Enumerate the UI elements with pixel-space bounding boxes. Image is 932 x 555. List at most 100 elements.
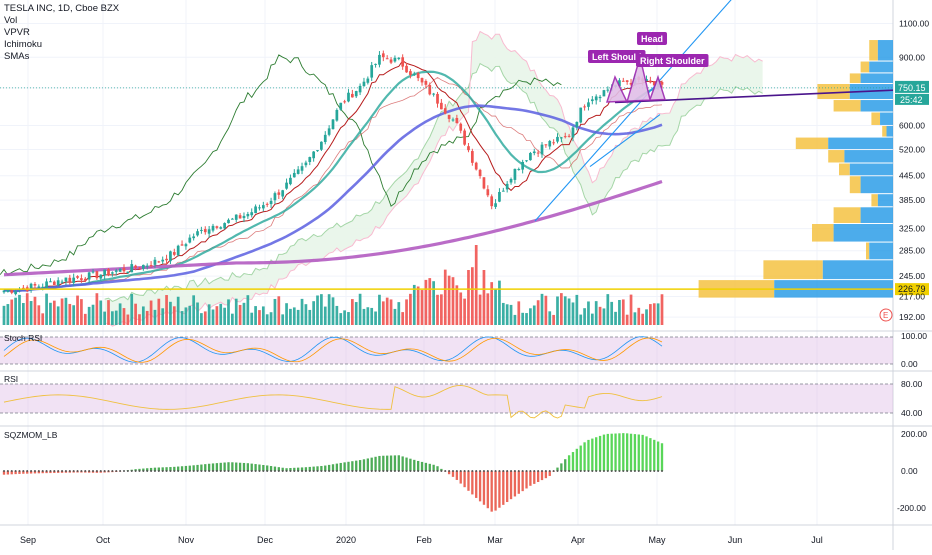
volume-bar-33 — [130, 294, 133, 325]
trend-channel-line — [535, 0, 735, 221]
vpvr-bar-down-7 — [828, 138, 893, 149]
squeeze-dot-16 — [65, 470, 67, 472]
squeeze-dot-68 — [266, 470, 268, 472]
squeeze-dot-72 — [282, 470, 284, 472]
squeeze-dot-38 — [150, 470, 152, 472]
indicator-vol[interactable]: Vol — [4, 15, 119, 27]
squeeze-bar-53 — [208, 464, 210, 471]
chart-legend: TESLA INC, 1D, Cboe BZX Vol VPVR Ichimok… — [4, 3, 119, 63]
indicator-ichimoku[interactable]: Ichimoku — [4, 39, 119, 51]
squeeze-bar-58 — [227, 462, 229, 471]
squeeze-dot-152 — [591, 470, 593, 472]
volume-bar-66 — [258, 310, 261, 325]
squeeze-bar-101 — [394, 455, 396, 471]
squeeze-dot-23 — [92, 470, 94, 472]
vpvr-bar-up-7 — [796, 138, 828, 149]
squeeze-bar-108 — [421, 462, 423, 471]
candle-body-15 — [61, 282, 64, 283]
squeeze-dot-107 — [417, 470, 419, 472]
squeeze-dot-84 — [328, 470, 330, 472]
indicator-vpvr[interactable]: VPVR — [4, 27, 119, 39]
candle-body-17 — [68, 278, 71, 282]
candle-body-155 — [603, 90, 606, 96]
squeeze-bar-159 — [618, 433, 620, 471]
squeeze-bar-162 — [630, 434, 632, 471]
volume-bar-55 — [216, 306, 219, 325]
indicator-smas[interactable]: SMAs — [4, 51, 119, 63]
volume-bar-4 — [18, 295, 21, 325]
squeeze-dot-49 — [193, 470, 195, 472]
candle-body-41 — [161, 260, 164, 262]
candle-body-99 — [386, 58, 389, 59]
volume-bar-83 — [324, 307, 327, 325]
candle-body-80 — [312, 152, 315, 159]
squeeze-dot-56 — [220, 470, 222, 472]
price-tick-0: 1100.00 — [899, 19, 929, 29]
candle-body-52 — [204, 229, 207, 232]
time-label-8: May — [648, 535, 666, 545]
stoch-tick-0: 0.00 — [901, 359, 918, 369]
volume-bar-130 — [506, 304, 509, 325]
vpvr-bar-up-6 — [882, 126, 886, 137]
squeeze-bar-63 — [247, 463, 249, 471]
squeeze-bar-119 — [463, 471, 465, 487]
volume-bar-105 — [409, 294, 412, 325]
right-shoulder-text: Right Shoulder — [640, 56, 705, 66]
candle-body-22 — [88, 272, 91, 279]
volume-bar-73 — [285, 303, 288, 325]
volume-bar-110 — [428, 278, 431, 325]
volume-bar-142 — [552, 315, 555, 325]
squeeze-dot-41 — [162, 470, 164, 472]
squeeze-bar-140 — [545, 471, 547, 478]
candle-body-49 — [192, 236, 195, 238]
squeeze-bar-85 — [332, 464, 334, 471]
candle-body-69 — [270, 201, 273, 204]
squeeze-bar-135 — [525, 471, 527, 488]
candle-body-46 — [181, 244, 184, 245]
squeeze-dot-101 — [394, 470, 396, 472]
volume-bar-139 — [541, 294, 544, 325]
volume-bar-124 — [483, 270, 486, 325]
volume-bar-170 — [661, 294, 664, 325]
vpvr-bar-up-5 — [871, 113, 880, 125]
volume-bar-93 — [363, 309, 366, 325]
squeeze-dot-78 — [305, 470, 307, 472]
squeeze-dot-169 — [657, 470, 659, 472]
candle-body-150 — [583, 106, 586, 107]
volume-bar-133 — [517, 301, 520, 325]
squeeze-dot-85 — [332, 470, 334, 472]
volume-bar-106 — [413, 285, 416, 325]
left-shoulder-text: Left Should — [592, 52, 642, 62]
vpvr-bar-up-0 — [869, 40, 878, 61]
volume-bar-154 — [599, 307, 602, 325]
squeeze-dot-110 — [429, 470, 431, 472]
squeeze-dot-42 — [166, 470, 168, 472]
volume-bar-163 — [634, 312, 637, 325]
volume-bar-10 — [41, 313, 44, 325]
squeeze-dot-14 — [57, 470, 59, 472]
squeeze-bar-133 — [518, 471, 520, 494]
volume-bar-48 — [188, 306, 191, 325]
squeeze-bar-57 — [223, 463, 225, 471]
candle-body-106 — [413, 74, 416, 75]
volume-bar-123 — [479, 295, 482, 325]
stoch-tick-100: 100.00 — [901, 331, 927, 341]
candle-body-83 — [324, 135, 327, 142]
price-tick-4: 520.00 — [899, 145, 925, 155]
countdown-label: 25:42 — [900, 95, 923, 105]
vpvr-bar-down-12 — [861, 207, 893, 223]
candle-body-40 — [157, 261, 160, 262]
price-tick-1: 900.00 — [899, 52, 925, 62]
squeeze-bar-156 — [607, 434, 609, 471]
time-label-4: 2020 — [336, 535, 356, 545]
candle-body-148 — [575, 122, 578, 127]
candle-body-170 — [661, 82, 664, 85]
candle-body-64 — [250, 212, 253, 215]
volume-bar-37 — [146, 311, 149, 325]
squeeze-bar-138 — [537, 471, 539, 482]
squeeze-bar-123 — [479, 471, 481, 501]
squeeze-bar-88 — [343, 462, 345, 471]
squeeze-dot-59 — [231, 470, 233, 472]
